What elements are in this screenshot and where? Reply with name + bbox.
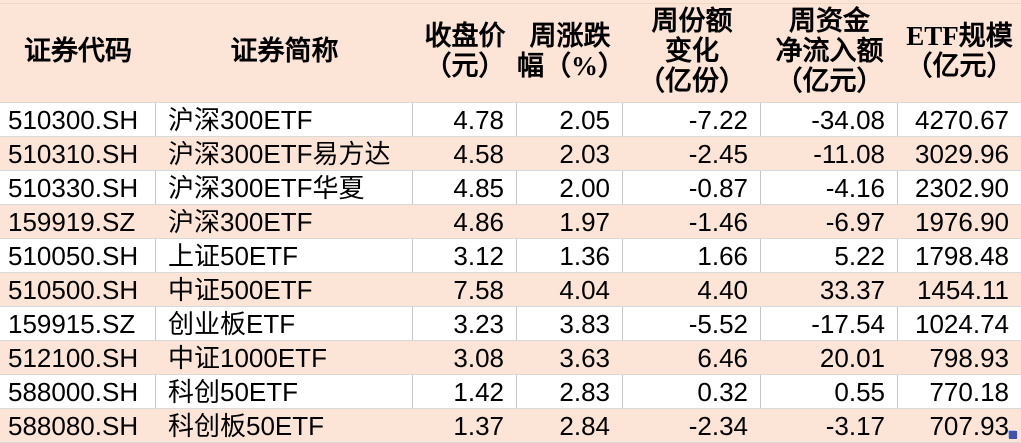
- cell-name[interactable]: 沪深300ETF: [168, 206, 313, 237]
- table-row-10: 588080.SH 科创板50ETF 1.37 2.84 -2.34 -3.17 707.9…: [0, 409, 1021, 443]
- table-row-2: 510310.SH 沪深300ETF易方达 4.58 2.03 -2.45 -11.08 3…: [0, 137, 1021, 171]
- cell-share[interactable]: 0.32: [623, 375, 761, 408]
- cell-flow[interactable]: -6.97: [825, 206, 885, 237]
- cell-flow[interactable]: -4.16: [761, 171, 898, 204]
- cell-close[interactable]: 1.37: [453, 410, 504, 441]
- cell-code[interactable]: 510500.SH: [8, 274, 139, 305]
- cell-code[interactable]: 510310.SH: [8, 138, 139, 169]
- cell-flow[interactable]: 0.55: [761, 375, 898, 408]
- column-header-chg[interactable]: 周涨跌 幅（%）: [517, 21, 625, 81]
- column-header-aum[interactable]: ETF规模 （亿元）: [905, 21, 1014, 81]
- cell-name[interactable]: 中证1000ETF: [168, 342, 327, 373]
- cell-code[interactable]: 510330.SH: [0, 171, 156, 204]
- cell-aum[interactable]: 1454.11: [916, 274, 1009, 305]
- cell-share[interactable]: 1.66: [623, 239, 761, 272]
- cell-flow[interactable]: -34.08: [761, 103, 898, 136]
- table-body: 510300.SH 沪深300ETF 4.78 2.05 -7.22 -34.08 4270…: [0, 103, 1021, 443]
- cell-close[interactable]: 4.86: [453, 206, 504, 237]
- cell-code[interactable]: 588080.SH: [8, 410, 139, 441]
- cell-close[interactable]: 1.42: [413, 375, 517, 408]
- cell-chg[interactable]: 2.84: [559, 410, 610, 441]
- column-header-flow[interactable]: 周资金 净流入额 （亿元）: [775, 6, 884, 96]
- table-row-7: 159915.SZ 创业板ETF 3.23 3.83 -5.52 -17.54 1024.7…: [0, 307, 1021, 341]
- cell-code[interactable]: 159919.SZ: [8, 206, 136, 237]
- table-row-9: 588000.SH 科创50ETF 1.42 2.83 0.32 0.55 770.18: [0, 375, 1021, 409]
- table-row-1: 510300.SH 沪深300ETF 4.78 2.05 -7.22 -34.08 4270…: [0, 103, 1021, 137]
- cell-chg[interactable]: 2.00: [517, 171, 623, 204]
- cell-chg[interactable]: 2.03: [559, 138, 610, 169]
- cell-share[interactable]: -2.34: [688, 410, 748, 441]
- cell-chg[interactable]: 1.36: [517, 239, 623, 272]
- cell-close[interactable]: 4.78: [413, 103, 517, 136]
- cell-name[interactable]: 沪深300ETF华夏: [156, 171, 413, 204]
- cell-flow[interactable]: 20.01: [819, 342, 885, 373]
- cell-flow[interactable]: -11.08: [813, 138, 885, 169]
- cell-aum[interactable]: 3029.96: [915, 138, 1009, 169]
- cell-aum[interactable]: 798.93: [929, 342, 1009, 373]
- cell-aum[interactable]: 770.18: [929, 376, 1009, 407]
- cell-aum[interactable]: 1024.74: [915, 308, 1009, 339]
- cell-close[interactable]: 3.23: [413, 307, 517, 340]
- cell-code[interactable]: 159915.SZ: [0, 307, 156, 340]
- cell-aum[interactable]: 2302.90: [915, 172, 1009, 203]
- cell-code[interactable]: 510300.SH: [0, 103, 156, 136]
- cell-close[interactable]: 7.58: [453, 274, 504, 305]
- cell-aum[interactable]: 4270.67: [915, 104, 1009, 135]
- cell-flow[interactable]: 33.37: [819, 274, 885, 305]
- table-row-6: 510500.SH 中证500ETF 7.58 4.04 4.40 33.37 1454.1…: [0, 273, 1021, 307]
- cell-flow[interactable]: 5.22: [761, 239, 898, 272]
- cell-share[interactable]: -7.22: [623, 103, 761, 136]
- table-row-3: 510330.SH 沪深300ETF华夏 4.85 2.00 -0.87 -4.16 230…: [0, 171, 1021, 205]
- cell-name[interactable]: 科创50ETF: [156, 375, 413, 408]
- cell-name[interactable]: 创业板ETF: [156, 307, 413, 340]
- cell-code[interactable]: 512100.SH: [8, 342, 139, 373]
- column-header-code[interactable]: 证券代码: [24, 36, 132, 66]
- cell-share[interactable]: 4.40: [697, 274, 748, 305]
- cell-aum[interactable]: 1976.90: [915, 206, 1009, 237]
- column-header-share[interactable]: 周份额 变化 （亿份）: [638, 6, 746, 96]
- cell-share[interactable]: -1.46: [688, 206, 748, 237]
- cell-name[interactable]: 上证50ETF: [156, 239, 413, 272]
- cell-flow[interactable]: -3.17: [825, 410, 885, 441]
- table-row-8: 512100.SH 中证1000ETF 3.08 3.63 6.46 20.01 798.9…: [0, 341, 1021, 375]
- table-row-4: 159919.SZ 沪深300ETF 4.86 1.97 -1.46 -6.97 1976.…: [0, 205, 1021, 239]
- cell-name[interactable]: 科创板50ETF: [168, 410, 325, 441]
- cell-aum[interactable]: 707.93: [929, 410, 1009, 441]
- cell-share[interactable]: -0.87: [623, 171, 761, 204]
- cell-close[interactable]: 3.08: [453, 342, 504, 373]
- cell-chg[interactable]: 1.97: [559, 206, 610, 237]
- cell-code[interactable]: 510050.SH: [0, 239, 156, 272]
- table-row-5: 510050.SH 上证50ETF 3.12 1.36 1.66 5.22 1798.48: [0, 239, 1021, 273]
- cell-chg[interactable]: 3.83: [517, 307, 623, 340]
- table-header-row: 证券代码 证券简称 收盘价 （元） 周涨跌 幅（%） 周份额 变化 （亿份） 周资金 净流…: [0, 0, 1021, 103]
- column-header-name[interactable]: 证券简称: [230, 36, 339, 66]
- cell-name[interactable]: 沪深300ETF易方达: [168, 138, 391, 169]
- cell-flow[interactable]: -17.54: [761, 307, 898, 340]
- cell-name[interactable]: 中证500ETF: [168, 274, 313, 305]
- cell-chg[interactable]: 3.63: [559, 342, 610, 373]
- cell-share[interactable]: -2.45: [688, 138, 748, 169]
- cell-chg[interactable]: 2.83: [517, 375, 623, 408]
- column-header-close[interactable]: 收盘价 （元）: [424, 21, 506, 81]
- cell-close[interactable]: 4.85: [413, 171, 517, 204]
- cell-name[interactable]: 沪深300ETF: [156, 103, 413, 136]
- cell-close[interactable]: 3.12: [413, 239, 517, 272]
- cell-aum[interactable]: 1798.48: [915, 240, 1009, 271]
- selection-fill-handle-icon[interactable]: [1009, 431, 1017, 439]
- cell-chg[interactable]: 2.05: [517, 103, 623, 136]
- cell-close[interactable]: 4.58: [453, 138, 504, 169]
- cell-code[interactable]: 588000.SH: [0, 375, 156, 408]
- cell-share[interactable]: 6.46: [697, 342, 748, 373]
- cell-share[interactable]: -5.52: [623, 307, 761, 340]
- cell-chg[interactable]: 4.04: [559, 274, 610, 305]
